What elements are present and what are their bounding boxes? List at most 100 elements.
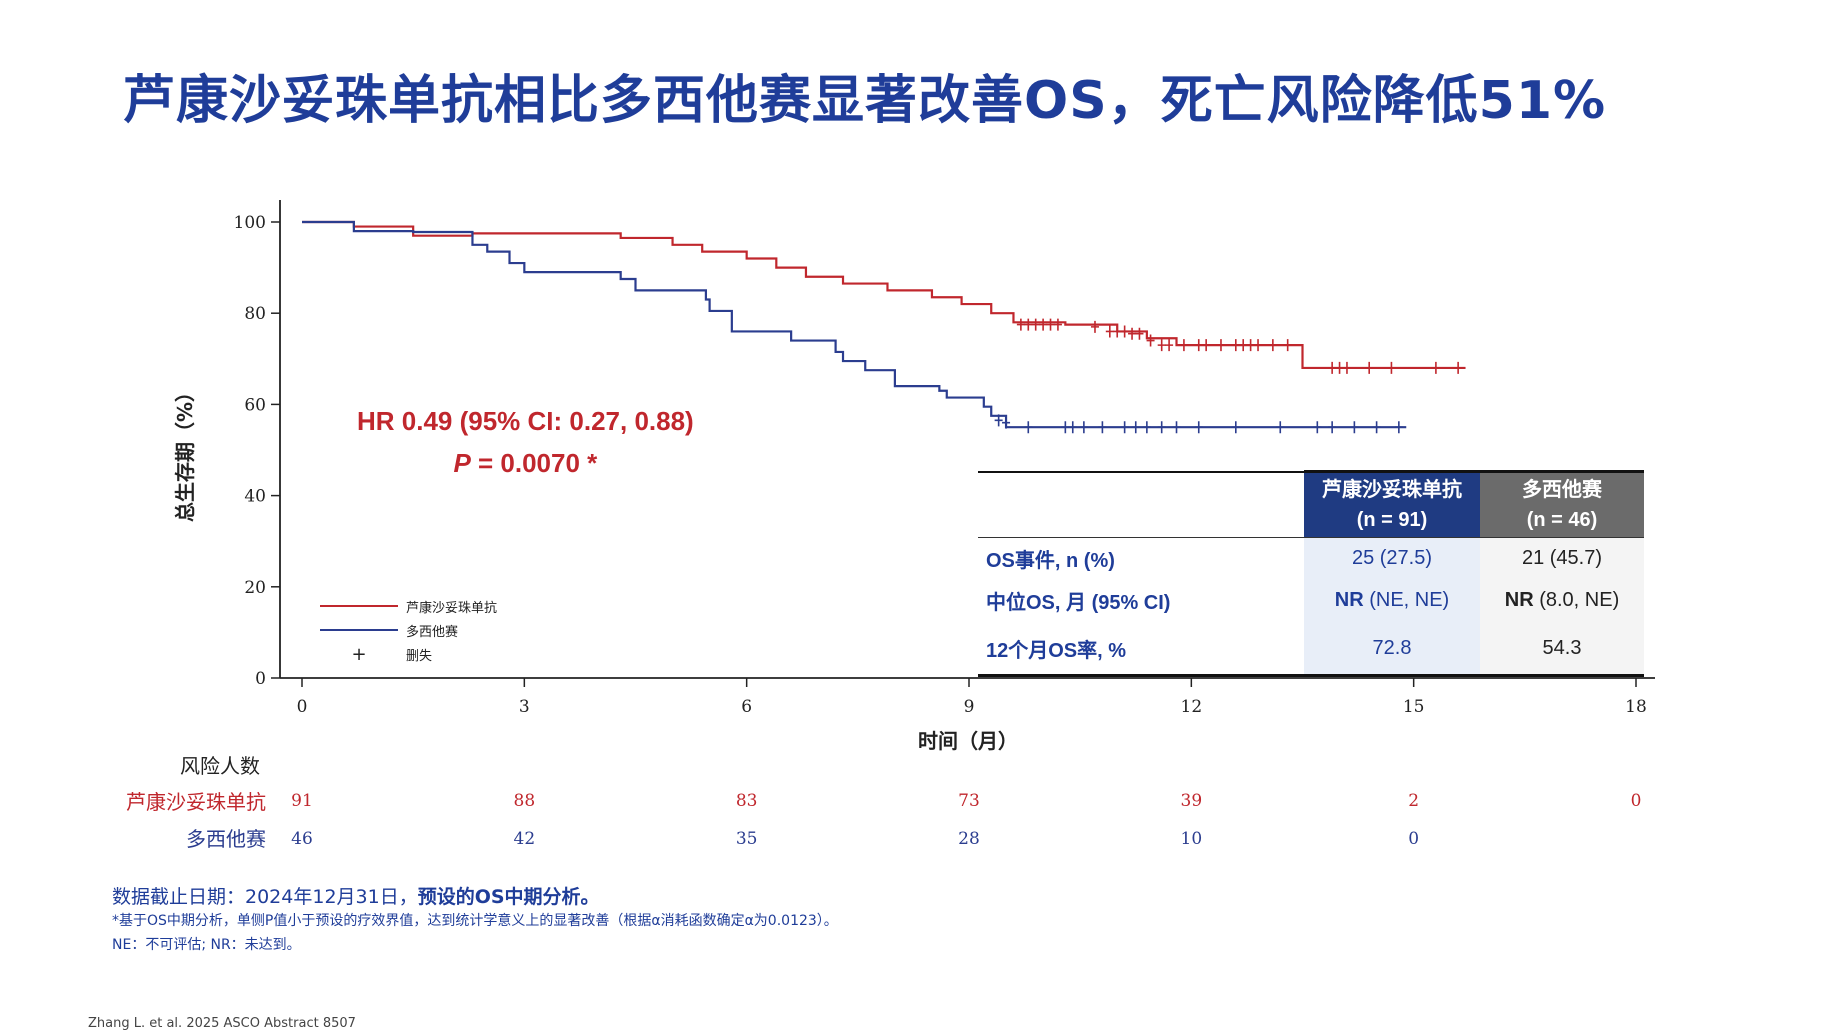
km-curve-series2 xyxy=(302,220,1407,429)
censor-mark-series2 xyxy=(1002,416,1011,429)
x-axis-ticks: 0 3 6 9 12 15 18 xyxy=(297,678,1647,717)
risk-count-series1: 0 xyxy=(1631,791,1642,811)
value: 72.8 xyxy=(1372,636,1412,659)
row-label: 中位OS, 月 (95% CI) xyxy=(986,592,1171,614)
censor-mark-series1 xyxy=(1194,339,1203,352)
censor-mark-series2 xyxy=(1394,421,1403,434)
value: (8.0, NE) xyxy=(1533,589,1620,611)
censor-mark-series1 xyxy=(1268,339,1277,352)
summary-row-12m-os-rate: 12个月OS率, % 72.8 54.3 xyxy=(978,622,1644,677)
legend-item-series1: 芦康沙妥珠单抗 xyxy=(320,594,497,618)
y-tick-label: 60 xyxy=(244,395,266,415)
censor-plus-icon: + xyxy=(351,643,367,665)
x-tick-label: 9 xyxy=(964,697,975,717)
row-value-series2: NR (8.0, NE) xyxy=(1480,579,1644,622)
footnote-cutoff-bold: 预设的OS中期分析。 xyxy=(417,886,600,908)
summary-header-blank xyxy=(978,470,1304,538)
censor-mark-series2 xyxy=(1068,421,1077,434)
censor-mark-series2 xyxy=(1172,421,1181,434)
summary-row-median-os: 中位OS, 月 (95% CI) NR (NE, NE) NR (8.0, NE… xyxy=(978,579,1644,622)
x-tick-label: 6 xyxy=(741,697,752,717)
row-value-series2: 54.3 xyxy=(1480,622,1644,677)
value: 54.3 xyxy=(1542,636,1582,659)
footnote-cutoff: 数据截止日期：2024年12月31日，预设的OS中期分析。 xyxy=(112,882,600,909)
row-value-series1: NR (NE, NE) xyxy=(1304,579,1480,622)
summary-table: 芦康沙妥珠单抗 (n = 91) 多西他赛 (n = 46) OS事件, n (%)… xyxy=(978,470,1644,677)
value: (NE, NE) xyxy=(1363,589,1450,611)
y-tick-label: 40 xyxy=(244,487,266,507)
risk-label-series1: 芦康沙妥珠单抗 xyxy=(126,790,266,814)
censor-mark-series1 xyxy=(1113,325,1122,338)
legend-item-series2: 多西他赛 xyxy=(320,618,497,642)
censor-mark-series1 xyxy=(1105,325,1114,338)
censor-mark-series2 xyxy=(1131,421,1140,434)
censor-mark-series1 xyxy=(1431,361,1440,374)
y-axis-ticks: 0 20 40 60 80 100 xyxy=(234,213,280,689)
censor-mark-series2 xyxy=(1276,421,1285,434)
risk-table-header: 风险人数 xyxy=(180,754,260,778)
risk-count-series1: 88 xyxy=(514,791,536,811)
km-curve-series1 xyxy=(302,220,1466,370)
value-bold: NR xyxy=(1504,589,1534,611)
censor-mark-series1 xyxy=(1335,361,1344,374)
risk-count-series2: 46 xyxy=(291,829,313,849)
footnote-significance: *基于OS中期分析，单侧P值小于预设的疗效界值，达到统计学意义上的显著改善（根据… xyxy=(112,913,838,929)
p-value: = 0.0070 * xyxy=(470,448,598,478)
y-tick-label: 20 xyxy=(244,578,266,598)
censor-mark-series2 xyxy=(1194,421,1203,434)
censor-mark-series1 xyxy=(1387,361,1396,374)
citation: Zhang L. et al. 2025 ASCO Abstract 8507 xyxy=(88,1016,356,1031)
hazard-ratio-annotation: HR 0.49 (95% CI: 0.27, 0.88) P = 0.0070 … xyxy=(357,400,694,484)
x-axis-label: 时间（月） xyxy=(918,729,1018,753)
page-title: 芦康沙妥珠单抗相比多西他赛显著改善OS，死亡风险降低51% xyxy=(123,71,1607,131)
censor-mark-series1 xyxy=(1328,361,1337,374)
risk-count-series1: 83 xyxy=(736,791,758,811)
row-label: OS事件, n (%) xyxy=(978,537,1304,579)
x-tick-label: 15 xyxy=(1403,697,1425,717)
risk-count-series2: 42 xyxy=(514,829,536,849)
row-value-series2: 21 (45.7) xyxy=(1480,537,1644,579)
censor-mark-series2 xyxy=(1024,421,1033,434)
risk-count-series1: 2 xyxy=(1408,791,1419,811)
footnote-abbreviations: NE：不可评估; NR：未达到。 xyxy=(112,937,301,953)
x-tick-label: 12 xyxy=(1181,697,1203,717)
censor-mark-series1 xyxy=(1254,339,1263,352)
row-label: 12个月OS率, % xyxy=(978,622,1304,677)
censor-mark-series1 xyxy=(1016,318,1025,331)
row-value-series1: 25 (27.5) xyxy=(1304,537,1480,579)
censor-mark-series1 xyxy=(1165,339,1174,352)
legend-item-censor: + 删失 xyxy=(320,642,497,666)
row-value-series1: 72.8 xyxy=(1304,622,1480,677)
censor-mark-series2 xyxy=(1120,421,1129,434)
censor-mark-series1 xyxy=(1202,339,1211,352)
censor-mark-series2 xyxy=(1098,421,1107,434)
censor-mark-series1 xyxy=(1246,339,1255,352)
censor-mark-series2 xyxy=(1079,421,1088,434)
legend-label-censor: 删失 xyxy=(406,648,433,664)
footnote-cutoff-text: 数据截止日期：2024年12月31日， xyxy=(112,886,418,908)
value: 25 (27.5) xyxy=(1351,547,1433,569)
summary-header-series2: 多西他赛 (n = 46) xyxy=(1480,470,1644,538)
censor-mark-series1 xyxy=(1135,327,1144,340)
censor-mark-series2 xyxy=(1061,421,1070,434)
x-tick-label: 0 xyxy=(297,697,308,717)
censor-mark-series1 xyxy=(1231,339,1240,352)
header1-name: 芦康沙妥珠单抗 xyxy=(1322,479,1462,501)
header2-name: 多西他赛 xyxy=(1522,479,1602,501)
censor-mark-series1 xyxy=(1342,361,1351,374)
risk-counts: 91 88 83 73 39 2 0 46 42 35 28 10 0 xyxy=(291,791,1641,849)
censor-mark-series1 xyxy=(1120,325,1129,338)
censor-mark-series1 xyxy=(1179,339,1188,352)
censor-mark-series2 xyxy=(1157,421,1166,434)
legend-swatch-series1 xyxy=(320,605,398,607)
censor-mark-series1 xyxy=(1283,339,1292,352)
censor-mark-series1 xyxy=(1046,318,1055,331)
censor-mark-series1 xyxy=(1157,339,1166,352)
risk-count-series2: 35 xyxy=(736,829,758,849)
censor-mark-series1 xyxy=(1365,361,1374,374)
risk-count-series1: 91 xyxy=(291,791,313,811)
censor-mark-series1 xyxy=(1024,318,1033,331)
legend-label-series1: 芦康沙妥珠单抗 xyxy=(406,600,498,616)
hr-text: HR 0.49 (95% CI: 0.27, 0.88) xyxy=(357,406,694,436)
x-tick-label: 3 xyxy=(519,697,530,717)
